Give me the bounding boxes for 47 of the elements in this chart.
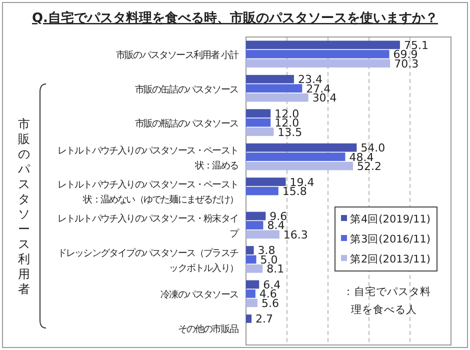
bar [246,230,280,239]
chart-title: Q.自宅でパスタ料理を食べる時、市販のパスタソースを使いますか？ [32,10,438,26]
data-label: 15.8 [282,185,307,198]
legend-label: 第4回(2019/11) [350,214,430,226]
y-tick-label: レトルトパウチ入りのパスタソース・ペースト状：温める [57,144,238,172]
y-tick-label: レトルトパウチ入りのパスタソース・ペースト状：温めない（ゆでた麺にまぜるだけ） [57,178,238,206]
legend-label: 第2回(2013/11) [350,254,430,266]
bar [246,143,357,152]
bar [246,118,271,127]
bar [246,314,252,323]
bar [246,59,390,68]
annotation: ：自宅でパスタ料理を食べる人 [343,285,431,316]
text: 市販のパスタソース利用者 [18,117,30,296]
y-tick-label: その他の市販品 [178,322,240,335]
data-label: 16.3 [283,228,308,242]
data-label: 70.3 [394,57,419,70]
bar [246,74,294,84]
data-label: 5.6 [261,296,279,310]
bar [246,212,266,220]
bar [246,298,258,308]
bar [246,93,308,102]
bar [246,221,264,230]
y-tick-label: 市販のパスタソース利用者 小計 [116,49,240,62]
bar [246,246,254,254]
legend-label: 第3回(2016/11) [350,234,430,246]
bar [246,109,271,118]
bar [246,40,400,50]
bar [246,264,263,273]
data-label: 2.7 [256,312,274,326]
bar [246,162,354,170]
y-tick-label: 冷凍のパスタソース [160,288,238,301]
y-tick-label: ドレッシングタイプのパスタソース（プラスチックボトル入り） [57,246,240,274]
bar [246,152,346,161]
data-label: 13.5 [278,126,302,139]
y-tick-label: レトルトパウチ入りのパスタソース・粉末タイプ [57,212,240,240]
y-tick-label: 市販の缶詰のパスタソース [134,83,238,96]
bar [246,280,260,289]
data-label: 30.4 [312,92,337,105]
data-label: 8.1 [266,262,284,276]
bar [246,178,286,186]
bar [246,128,274,136]
y-tick-label: 市販の瓶詰のパスタソース [134,118,238,130]
bar [246,255,256,264]
bar [246,84,302,93]
bar [246,289,256,298]
bar [246,186,278,196]
bar [246,50,390,58]
